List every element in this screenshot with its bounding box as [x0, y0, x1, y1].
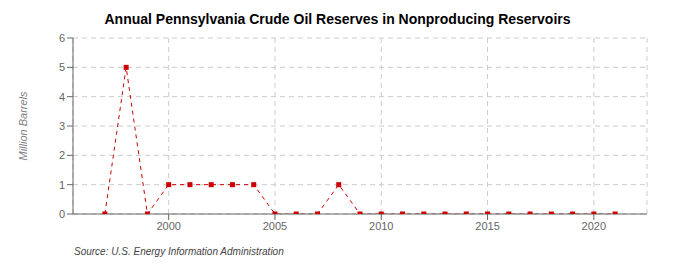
- svg-text:5: 5: [59, 61, 65, 73]
- svg-text:2: 2: [59, 149, 65, 161]
- svg-text:1: 1: [59, 179, 65, 191]
- svg-text:2000: 2000: [156, 220, 180, 232]
- svg-text:2015: 2015: [475, 220, 499, 232]
- svg-text:4: 4: [59, 91, 65, 103]
- svg-text:2010: 2010: [369, 220, 393, 232]
- svg-text:6: 6: [59, 32, 65, 44]
- html-text:Source: U.S. Energy Informatio: Source: U.S. Energy Information Administ…: [74, 246, 284, 257]
- svg-text:2020: 2020: [582, 220, 606, 232]
- html-text:Annual Pennsylvania Crude Oil: Annual Pennsylvania Crude Oil Reserves i…: [104, 11, 571, 27]
- svg-text:2005: 2005: [263, 220, 287, 232]
- svg-text:3: 3: [59, 120, 65, 132]
- svg-text:0: 0: [59, 208, 65, 220]
- svg-text:Million Barrels: Million Barrels: [17, 91, 29, 161]
